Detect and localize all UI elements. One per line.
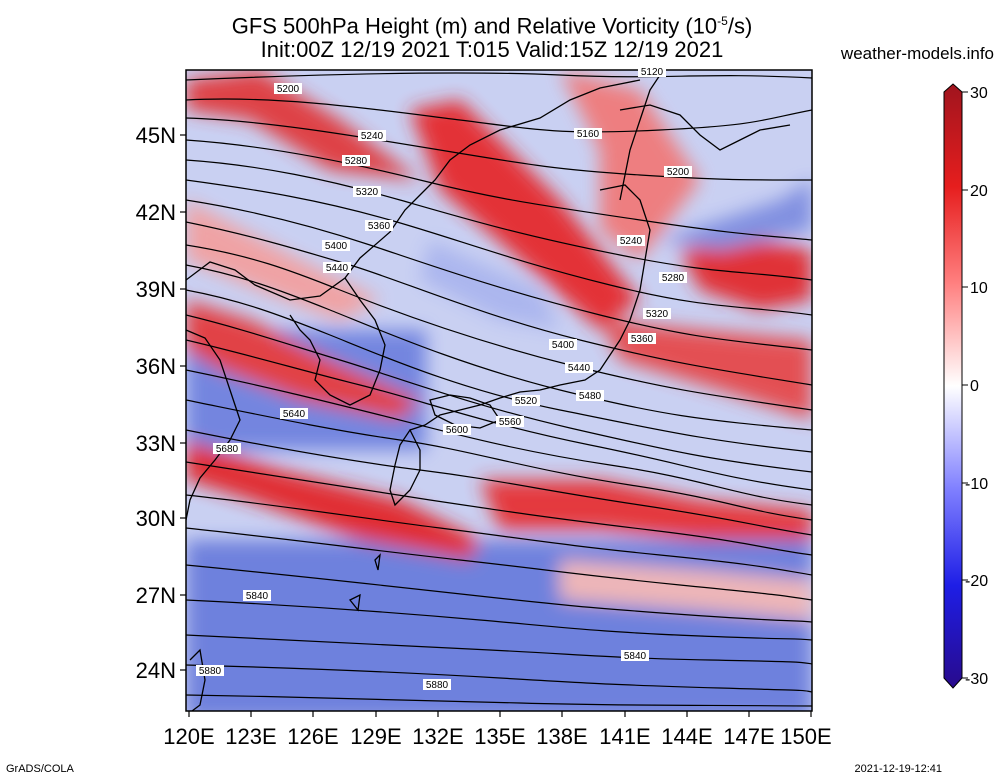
contour-label: 5200 xyxy=(277,84,300,95)
latitude-labels: 45N 42N 39N 36N 33N 30N 27N 24N xyxy=(136,123,176,683)
lat-label: 24N xyxy=(136,658,176,683)
lon-label: 126E xyxy=(287,724,338,749)
colorbar-tick: -30 xyxy=(965,671,988,688)
lat-label: 27N xyxy=(136,583,176,608)
contour-label: 5320 xyxy=(356,187,379,198)
coastlines xyxy=(186,74,791,711)
colorbar-tick: 0 xyxy=(970,378,979,395)
contour-labels: 5120 5200 5160 5240 5280 5200 5320 5360 … xyxy=(196,66,692,691)
contour-label: 5880 xyxy=(426,680,449,691)
contour-label: 5520 xyxy=(515,396,538,407)
contour-label: 5200 xyxy=(667,167,690,178)
contour-label: 5840 xyxy=(624,651,647,662)
colorbar: 30 20 10 0 -10 -20 -30 xyxy=(943,83,988,689)
lon-label: 150E xyxy=(780,724,831,749)
contour-label: 5400 xyxy=(325,241,348,252)
map-title-line2: Init:00Z 12/19 2021 T:015 Valid:15Z 12/1… xyxy=(260,37,724,62)
vorticity-field xyxy=(186,70,812,711)
footer-credit: GrADS/COLA xyxy=(6,763,74,775)
lat-label: 30N xyxy=(136,506,176,531)
contour-label: 5280 xyxy=(345,156,368,167)
height-contours xyxy=(186,72,812,707)
colorbar-tick: -10 xyxy=(965,476,988,493)
contour-label: 5240 xyxy=(620,236,643,247)
contour-label: 5360 xyxy=(631,334,654,345)
lat-label: 39N xyxy=(136,277,176,302)
contour-label: 5680 xyxy=(216,444,239,455)
lon-label: 129E xyxy=(350,724,401,749)
contour-label: 5840 xyxy=(246,591,269,602)
colorbar-tick: 10 xyxy=(970,280,988,297)
contour-label: 5600 xyxy=(446,425,469,436)
colorbar-tick: 20 xyxy=(970,183,988,200)
contour-label: 5320 xyxy=(646,309,669,320)
lon-label: 132E xyxy=(412,724,463,749)
lat-label: 36N xyxy=(136,354,176,379)
lon-label: 123E xyxy=(225,724,276,749)
contour-label: 5280 xyxy=(662,273,685,284)
lon-label: 135E xyxy=(474,724,525,749)
contour-label: 5560 xyxy=(499,417,522,428)
lon-label: 120E xyxy=(163,724,214,749)
longitude-labels: 120E 123E 126E 129E 132E 135E 138E 141E … xyxy=(163,724,831,749)
lon-label: 147E xyxy=(723,724,774,749)
contour-label: 5400 xyxy=(552,340,575,351)
lon-label: 144E xyxy=(661,724,712,749)
map-frame xyxy=(185,69,813,712)
contour-label: 5640 xyxy=(283,409,306,420)
map-title-line1: GFS 500hPa Height (m) and Relative Vorti… xyxy=(231,13,753,39)
contour-label: 5440 xyxy=(568,363,591,374)
contour-label: 5360 xyxy=(368,221,391,232)
lat-label: 42N xyxy=(136,200,176,225)
contour-label: 5120 xyxy=(641,67,664,78)
lat-label: 33N xyxy=(136,431,176,456)
contour-label: 5240 xyxy=(361,131,384,142)
axis-ticks xyxy=(180,134,812,717)
contour-label: 5440 xyxy=(326,263,349,274)
footer-timestamp: 2021-12-19-12:41 xyxy=(854,763,942,775)
contour-label: 5480 xyxy=(579,391,602,402)
lon-label: 141E xyxy=(599,724,650,749)
colorbar-tick: 30 xyxy=(970,85,988,102)
contour-label: 5880 xyxy=(199,666,222,677)
site-credit: weather-models.info xyxy=(840,44,994,63)
contour-label: 5160 xyxy=(577,129,600,140)
lon-label: 138E xyxy=(536,724,587,749)
colorbar-tick: -20 xyxy=(965,573,988,590)
lat-label: 45N xyxy=(136,123,176,148)
